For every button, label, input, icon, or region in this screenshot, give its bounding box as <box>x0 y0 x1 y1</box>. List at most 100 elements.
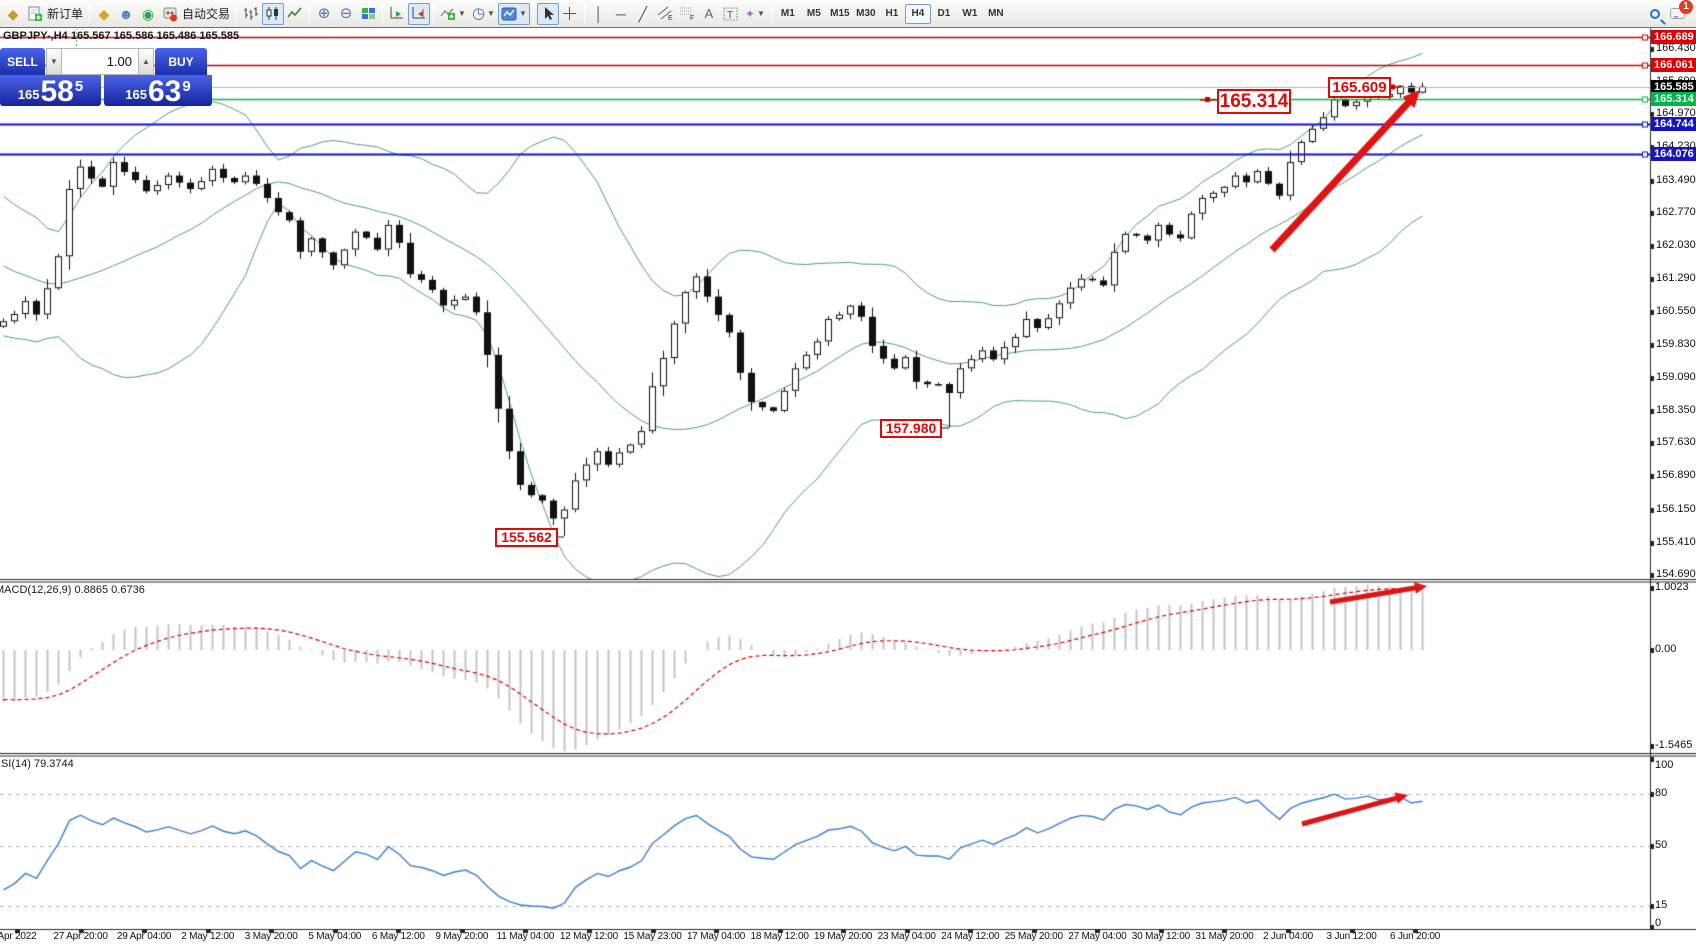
auto-scroll-icon <box>390 7 404 19</box>
notification-badge: 1 <box>1679 0 1693 14</box>
zoom-out-button[interactable]: ⊖ <box>335 3 357 25</box>
new-order-label: 新订单 <box>47 7 84 21</box>
sell-price-prefix: 165 <box>17 87 40 102</box>
shapes-icon: ✦ <box>744 6 755 21</box>
fibonacci-icon: F <box>679 7 694 21</box>
timeframe-mn-button[interactable]: MN <box>988 8 1004 19</box>
auto-scroll-button[interactable] <box>386 3 408 25</box>
chevron-down-icon: ▼ <box>458 9 466 18</box>
signal-icon: ◉ <box>141 5 155 22</box>
buy-button[interactable]: BUY <box>155 48 207 75</box>
timeframe-group: M1 M5 M15 M30 H1 H4 D1 W1 MN <box>775 3 1009 24</box>
notifications-button[interactable]: 1 <box>1666 0 1693 25</box>
equidistant-channel-icon: E <box>657 6 673 21</box>
sell-price-sup: 5 <box>74 78 84 95</box>
auto-trading-label: 自动交易 <box>182 7 231 21</box>
horizontal-line-icon: ─ <box>615 5 626 22</box>
label-tool-button[interactable]: T <box>720 3 742 25</box>
svg-text:E: E <box>668 15 673 21</box>
accounts-button[interactable]: ☻ <box>115 3 137 25</box>
clock-icon: ◷ <box>471 5 486 22</box>
buy-price-sup: 9 <box>182 78 191 95</box>
clipped-icon: ◆ <box>7 5 19 22</box>
tile-windows-button[interactable] <box>357 3 379 25</box>
timeframe-m5-button[interactable]: M5 <box>806 8 821 19</box>
bar-chart-icon <box>244 7 259 20</box>
separator <box>309 3 311 24</box>
text-icon: A <box>704 6 714 21</box>
periods-button[interactable]: ◷ ▼ <box>469 3 498 25</box>
crosshair-tool-button[interactable] <box>559 3 581 25</box>
buy-price-display[interactable]: 165 63 9 <box>104 75 212 107</box>
cursor-tool-button[interactable] <box>536 2 559 25</box>
timeframe-w1-button[interactable]: W1 <box>962 8 978 19</box>
zoom-in-icon: ⊕ <box>317 5 331 22</box>
new-order-button[interactable]: 新订单 <box>24 3 86 25</box>
line-chart-button[interactable] <box>284 3 306 25</box>
indicators-button[interactable]: ▼ <box>437 3 469 25</box>
separator <box>89 3 91 24</box>
zoom-in-button[interactable]: ⊕ <box>313 3 335 25</box>
svg-text:T: T <box>727 10 733 21</box>
trendline-tool-button[interactable]: ╱ <box>632 3 654 25</box>
timeframe-h1-button[interactable]: H1 <box>885 8 899 19</box>
chevron-down-icon: ▼ <box>487 9 495 18</box>
horizontal-line-tool-button[interactable]: ─ <box>610 3 632 25</box>
template-icon <box>501 7 517 20</box>
zoom-out-icon: ⊖ <box>339 5 353 22</box>
tile-windows-icon <box>361 7 375 19</box>
timeframe-d1-button[interactable]: D1 <box>937 8 951 19</box>
separator <box>770 3 772 24</box>
timeframe-h4-button[interactable]: H4 <box>904 3 931 24</box>
price-annotation-box[interactable]: 157.980 <box>880 419 942 438</box>
volume-increase-button[interactable]: ▲ <box>138 48 154 75</box>
sell-button[interactable]: SELL <box>0 48 45 75</box>
line-chart-icon <box>287 7 302 18</box>
search-icon <box>1650 8 1660 19</box>
sell-price-big: 58 <box>40 75 74 108</box>
vertical-line-tool-button[interactable]: │ <box>588 3 610 25</box>
text-label-icon: T <box>723 7 738 21</box>
signals-button[interactable]: ◉ <box>137 3 159 25</box>
separator <box>433 3 435 24</box>
channel-tool-button[interactable]: E <box>654 3 676 25</box>
chart-shift-button[interactable] <box>408 2 431 25</box>
market-watch-button[interactable]: ◆ <box>93 3 115 25</box>
search-button[interactable] <box>1644 3 1666 25</box>
price-annotation-box[interactable]: 165.609 <box>1328 77 1391 98</box>
fibonacci-tool-button[interactable]: F <box>676 3 698 25</box>
vertical-line-icon: │ <box>594 5 604 22</box>
volume-decrease-button[interactable]: ▼ <box>46 48 62 75</box>
price-annotation-box[interactable]: 155.562 <box>495 528 558 547</box>
buy-price-prefix: 165 <box>125 87 147 102</box>
auto-trading-button[interactable]: 自动交易 <box>159 3 233 25</box>
separator <box>583 3 585 24</box>
cursor-icon <box>544 7 554 20</box>
timeframe-m1-button[interactable]: M1 <box>780 8 795 19</box>
bar-chart-button[interactable] <box>240 3 262 25</box>
chevron-down-icon: ▼ <box>756 9 765 18</box>
trendline-icon: ╱ <box>638 5 648 22</box>
candlestick-chart-button[interactable] <box>262 2 285 25</box>
account-person-icon: ☻ <box>118 5 134 22</box>
one-click-trading-panel: SELL ▼ ▲ BUY 165 58 5 165 63 9 <box>0 48 212 108</box>
candlestick-chart-icon <box>266 7 279 20</box>
volume-input[interactable] <box>62 48 138 75</box>
separator <box>532 3 534 24</box>
chart-shift-icon <box>412 7 426 19</box>
price-annotation-box[interactable]: 165.314 <box>1217 89 1291 114</box>
separator <box>382 3 384 24</box>
arrows-tool-button[interactable]: ✦ ▼ <box>742 3 768 25</box>
sell-price-display[interactable]: 165 58 5 <box>0 75 101 108</box>
svg-text:F: F <box>690 15 694 21</box>
chat-bubble-icon <box>1669 8 1685 19</box>
separator <box>236 3 238 24</box>
timeframe-m30-button[interactable]: M30 <box>856 8 876 19</box>
crosshair-icon <box>563 7 577 20</box>
timeframe-m15-button[interactable]: M15 <box>830 8 850 19</box>
market-watch-icon: ◆ <box>98 5 110 22</box>
templates-button[interactable]: ▼ <box>497 2 530 25</box>
text-tool-button[interactable]: A <box>698 3 720 25</box>
